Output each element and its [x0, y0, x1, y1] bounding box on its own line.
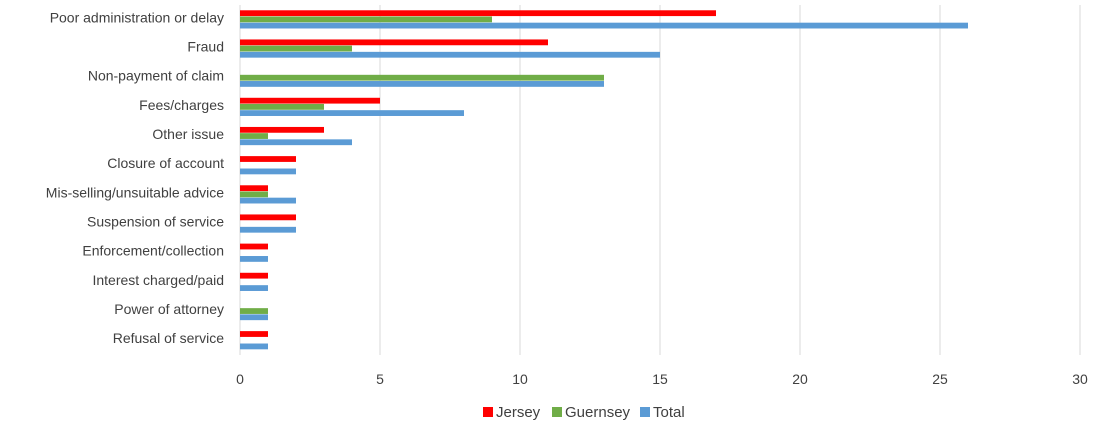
bar-total [240, 22, 968, 29]
bar-guernsey [240, 45, 352, 52]
category-label: Other issue [152, 126, 224, 142]
bar-jersey [240, 97, 380, 104]
bar-guernsey [240, 133, 268, 139]
x-tick-label: 5 [376, 371, 384, 387]
bar-jersey [240, 243, 268, 250]
x-axis-tick-labels: 0 5 10 15 20 25 30 [236, 371, 1088, 387]
bar-guernsey [240, 16, 492, 23]
category-label: Interest charged/paid [92, 272, 224, 288]
bar-guernsey [240, 191, 268, 198]
category-label: Non-payment of claim [88, 68, 224, 84]
legend: Jersey Guernsey Total [483, 404, 685, 421]
bar-guernsey [240, 103, 324, 110]
bar-jersey [240, 272, 268, 279]
category-label: Refusal of service [113, 330, 224, 346]
x-tick-label: 0 [236, 371, 244, 387]
bar-jersey [240, 39, 548, 46]
category-label: Fees/charges [139, 97, 224, 113]
bar-jersey [240, 126, 324, 133]
bar-guernsey [240, 74, 604, 81]
bar-total [240, 81, 604, 87]
category-label: Power of attorney [114, 301, 224, 317]
bar-jersey [240, 331, 268, 337]
bar-total [240, 285, 268, 291]
bar-jersey [240, 214, 296, 221]
category-label: Poor administration or delay [50, 9, 224, 25]
bar-jersey [240, 156, 296, 162]
bar-total [240, 314, 268, 321]
bar-total [240, 343, 268, 350]
bar-total [240, 51, 660, 58]
category-label: Fraud [187, 38, 224, 54]
legend-swatch-guernsey [552, 407, 562, 417]
x-tick-label: 10 [512, 371, 528, 387]
legend-label-total: Total [653, 404, 685, 421]
category-label: Suspension of service [87, 213, 224, 229]
bar-total [240, 226, 296, 233]
bar-jersey [240, 185, 268, 192]
x-tick-label: 25 [932, 371, 948, 387]
x-tick-label: 15 [652, 371, 668, 387]
x-tick-label: 20 [792, 371, 808, 387]
bar-jersey [240, 10, 716, 17]
legend-label-guernsey: Guernsey [565, 404, 631, 421]
legend-swatch-total [640, 407, 650, 417]
bar-total [240, 110, 464, 116]
bar-total [240, 256, 268, 262]
category-labels: Poor administration or delay Fraud Non-pay… [46, 9, 224, 346]
category-label: Enforcement/collection [82, 243, 224, 259]
gridlines [239, 5, 1081, 355]
bars [240, 10, 968, 350]
category-label: Closure of account [107, 155, 224, 171]
category-label: Mis-selling/unsuitable advice [46, 184, 224, 200]
legend-label-jersey: Jersey [496, 404, 541, 421]
x-tick-label: 30 [1072, 371, 1088, 387]
bar-guernsey [240, 308, 268, 314]
bar-total [240, 197, 296, 204]
bar-total [240, 139, 352, 146]
bar-total [240, 168, 296, 175]
legend-swatch-jersey [483, 407, 493, 417]
